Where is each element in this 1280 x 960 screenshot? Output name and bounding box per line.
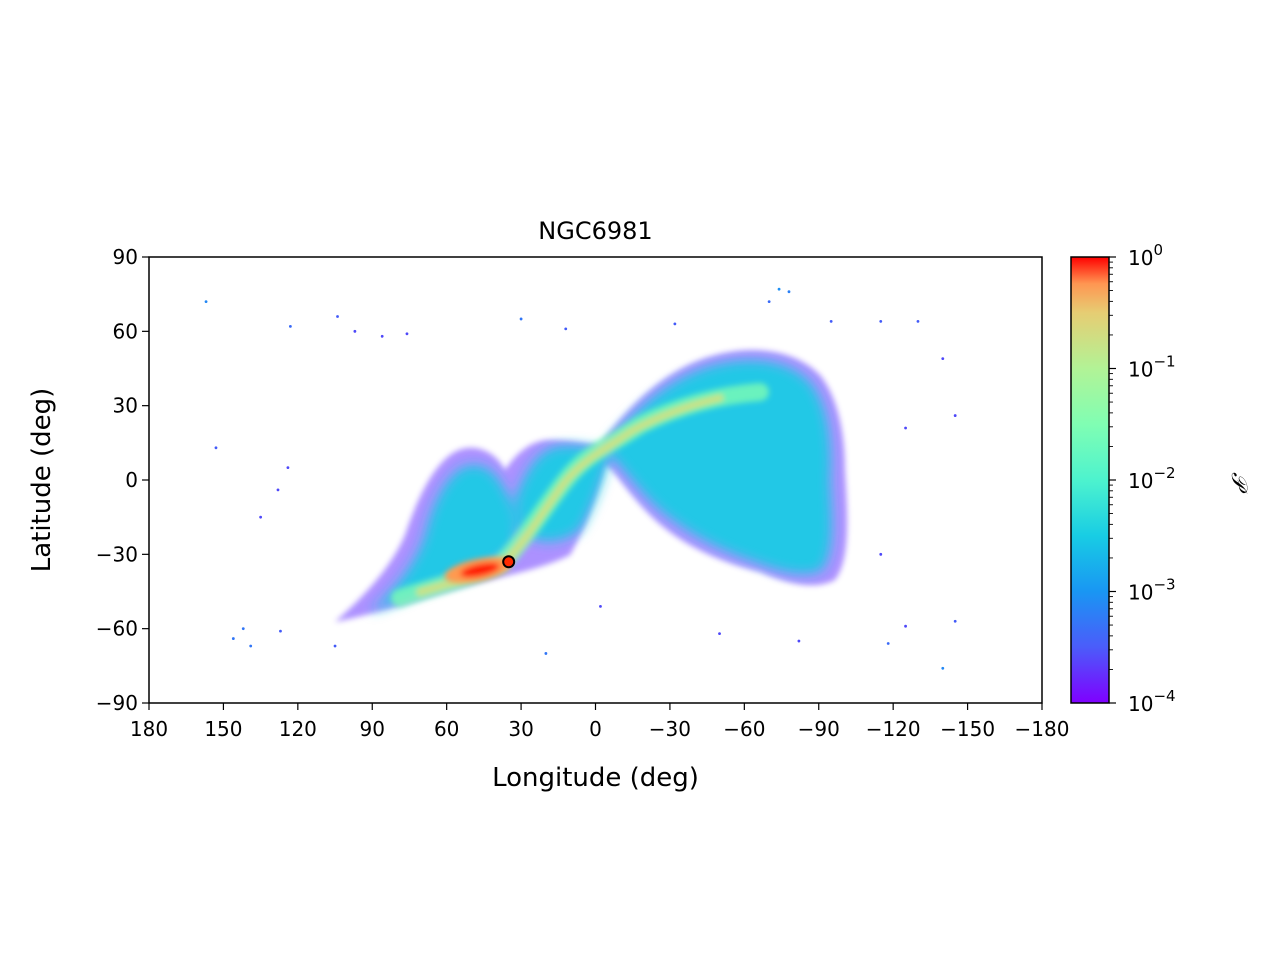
scatter-point (249, 644, 253, 648)
y-tick-label: −60 (96, 617, 138, 641)
colorbar-tick-label: 10−2 (1128, 464, 1176, 493)
colorbar-label: 𝒫 (1226, 472, 1251, 494)
colorbar-tick-label: 10−1 (1128, 353, 1176, 382)
y-tick-label: −30 (96, 542, 138, 566)
colorbar-tick-label: 10−3 (1128, 576, 1176, 605)
colorbar: 100 10−1 10−2 10−3 10−4 𝒫 (1070, 241, 1251, 716)
x-tick-label: 120 (279, 717, 317, 741)
scatter-point (886, 642, 890, 645)
scatter-point (544, 652, 548, 655)
scatter-point (279, 629, 282, 633)
scatter-point (879, 552, 883, 556)
scatter-point (241, 627, 245, 631)
x-axis: 180 150 120 90 60 30 0 −30 −60 −90 −120 −150 −180 (130, 703, 1070, 741)
scatter-point (904, 624, 907, 628)
scatter-point (829, 320, 833, 323)
scatter-point (941, 666, 945, 670)
chart-title: NGC6981 (538, 217, 652, 245)
scatter-point (380, 334, 384, 338)
core-red (460, 562, 500, 578)
scatter-point (941, 357, 945, 360)
y-axis: −90 −60 −30 0 30 60 90 (96, 245, 149, 715)
y-tick-label: 90 (113, 245, 138, 269)
scatter-point (777, 287, 781, 291)
x-axis-label: Longitude (deg) (492, 763, 699, 793)
scatter-point (231, 637, 235, 640)
scatter-point (718, 632, 721, 636)
x-tick-label: 150 (204, 717, 242, 741)
colorbar-tick-label: 10−4 (1128, 687, 1176, 716)
plot-area (149, 257, 1042, 703)
scatter-point (673, 322, 677, 326)
scatter-point (259, 515, 263, 519)
colorbar-gradient (1070, 256, 1110, 704)
density-eastern-blob (370, 465, 517, 612)
scatter-point (286, 466, 290, 470)
scatter-point (797, 639, 801, 643)
x-tick-label: 180 (130, 717, 168, 741)
scatter-point (904, 426, 907, 430)
x-tick-label: −180 (1015, 717, 1070, 741)
scatter-point (953, 619, 957, 623)
scatter-point (336, 315, 339, 318)
scatter-point (519, 317, 523, 321)
y-tick-label: −90 (96, 691, 138, 715)
x-tick-label: 90 (360, 717, 385, 741)
density-core (444, 557, 512, 583)
x-tick-label: 30 (508, 717, 533, 741)
scatter-point (564, 327, 568, 331)
colorbar-tick-label: 100 (1128, 241, 1163, 270)
x-tick-label: −60 (723, 717, 765, 741)
scatter-point (599, 604, 602, 608)
x-tick-label: 60 (434, 717, 459, 741)
scatter-point (879, 320, 883, 323)
colorbar-ticks: 100 10−1 10−2 10−3 10−4 (1109, 241, 1176, 716)
scatter-point (405, 332, 409, 336)
x-tick-label: −120 (866, 717, 921, 741)
x-tick-label: −90 (798, 717, 840, 741)
y-tick-label: 0 (125, 468, 138, 492)
scatter-point (353, 329, 357, 333)
scatter-point (767, 300, 771, 303)
scatter-point (787, 290, 791, 294)
y-tick-label: 60 (113, 319, 138, 343)
scatter-point (204, 300, 208, 303)
x-tick-label: −30 (649, 717, 691, 741)
scatter-point (276, 488, 280, 492)
scatter-point (916, 320, 920, 323)
scatter-point (953, 414, 957, 417)
cluster-position-marker (502, 555, 516, 569)
y-axis-label: Latitude (deg) (27, 388, 57, 573)
scatter-point (333, 644, 337, 648)
scatter-point (288, 324, 292, 328)
scatter-points (204, 287, 957, 670)
x-tick-label: 0 (589, 717, 602, 741)
scatter-point (214, 446, 218, 450)
y-tick-label: 30 (113, 394, 138, 418)
x-tick-label: −150 (940, 717, 995, 741)
